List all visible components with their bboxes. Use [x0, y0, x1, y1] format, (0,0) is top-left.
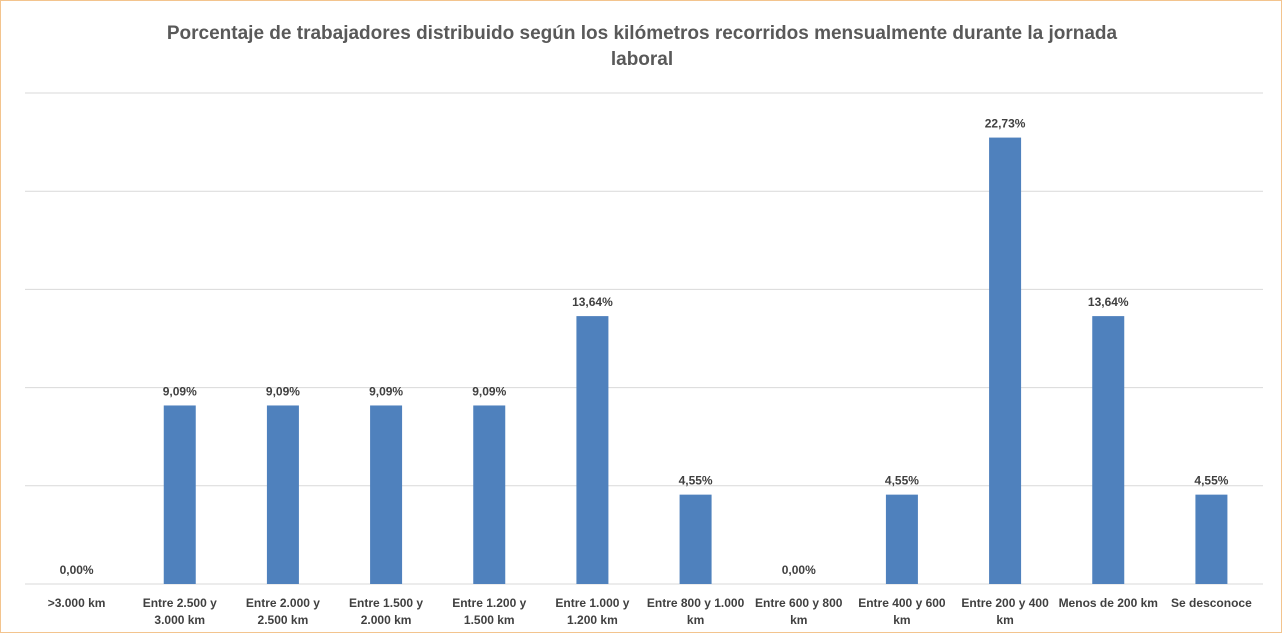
bar [885, 494, 918, 584]
x-tick-label: Entre 400 y 600 km [858, 596, 946, 627]
data-label: 9,09% [163, 384, 197, 398]
x-tick-label: Entre 2.500 y 3.000 km [142, 596, 217, 627]
data-label: 13,64% [572, 295, 613, 309]
chart-title: Porcentaje de trabajadores distribuido s… [166, 23, 1118, 70]
x-tick-label: Entre 2.000 y 2.500 km [245, 596, 320, 627]
bar [1195, 494, 1228, 584]
x-tick-label: >3.000 km [47, 596, 106, 610]
bar [370, 405, 403, 584]
data-label: 4,55% [1194, 474, 1228, 488]
x-tick-label: Menos de 200 km [1058, 596, 1158, 610]
data-label: 0,00% [60, 563, 94, 577]
bar [989, 137, 1022, 584]
data-label: 9,09% [266, 384, 300, 398]
x-tick-label: Entre 200 y 400 km [961, 596, 1049, 627]
data-label: 13,64% [1088, 295, 1129, 309]
bar [266, 405, 299, 584]
x-tick-label: Entre 1.500 y 2.000 km [349, 596, 424, 627]
data-label: 22,73% [985, 117, 1026, 131]
data-label: 9,09% [472, 384, 506, 398]
x-tick-label: Entre 1.000 y 1.200 km [555, 596, 630, 627]
bar [576, 316, 609, 584]
bar [163, 405, 196, 584]
bar [679, 494, 712, 584]
bar [473, 405, 506, 584]
bar [1092, 316, 1125, 584]
data-label: 4,55% [679, 474, 713, 488]
data-label: 0,00% [782, 563, 816, 577]
x-tick-label: Entre 600 y 800 km [755, 596, 843, 627]
data-label: 4,55% [885, 474, 919, 488]
x-tick-label: Se desconoce [1171, 596, 1252, 610]
data-label: 9,09% [369, 384, 403, 398]
x-tick-label: Entre 800 y 1.000 km [646, 596, 745, 627]
x-tick-label: Entre 1.200 y 1.500 km [452, 596, 527, 627]
